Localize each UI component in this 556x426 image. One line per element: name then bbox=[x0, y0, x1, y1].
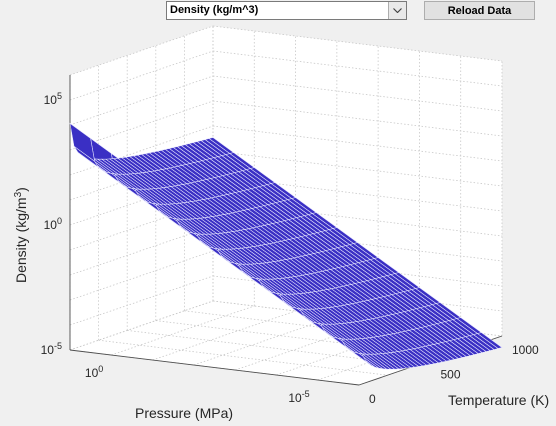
quantity-select[interactable]: Density (kg/m^3) bbox=[166, 1, 407, 20]
side-grid-line bbox=[69, 75, 214, 126]
back-grid-line bbox=[212, 275, 503, 312]
x-tick-label: 10-5 bbox=[288, 389, 309, 405]
back-grid-line bbox=[212, 100, 503, 137]
y-tick-label: 1000 bbox=[512, 343, 539, 357]
surface bbox=[69, 122, 503, 370]
toolbar: Density (kg/m^3) Reload Data bbox=[0, 0, 556, 24]
back-grid-line bbox=[212, 150, 503, 187]
side-grid-line bbox=[69, 200, 214, 251]
floor-grid-line bbox=[98, 339, 388, 376]
side-grid-line bbox=[69, 50, 214, 101]
reload-data-button[interactable]: Reload Data bbox=[424, 1, 535, 20]
side-grid-line bbox=[69, 125, 214, 176]
y-tick-label: 0 bbox=[369, 392, 376, 406]
floor-grid-line bbox=[111, 305, 255, 356]
z-axis-label-sup: 3 bbox=[13, 191, 24, 197]
floor-grid-line bbox=[152, 310, 296, 361]
z-axis-label-main: Density (kg/m bbox=[13, 197, 29, 283]
z-tick-label: 105 bbox=[44, 91, 62, 107]
floor-grid-line bbox=[317, 330, 461, 381]
back-grid-line bbox=[212, 25, 503, 62]
z-axis-label: Density (kg/m3) bbox=[13, 187, 29, 283]
side-grid-line bbox=[69, 25, 214, 76]
back-grid-line bbox=[212, 175, 503, 212]
back-grid-line bbox=[212, 125, 503, 162]
back-grid-line bbox=[212, 225, 503, 262]
quantity-select-value: Density (kg/m^3) bbox=[170, 4, 259, 16]
side-grid-line bbox=[69, 250, 214, 301]
z-tick-label: 10-5 bbox=[41, 341, 62, 357]
side-grid-line bbox=[69, 175, 214, 226]
z-tick-label: 100 bbox=[44, 216, 62, 232]
back-grid-line bbox=[212, 250, 503, 287]
floor-grid-line bbox=[276, 325, 420, 376]
surface-patch bbox=[69, 122, 95, 162]
side-grid-line bbox=[69, 225, 214, 276]
floor-grid-line bbox=[193, 315, 337, 366]
z-axis-label-end: ) bbox=[13, 187, 29, 192]
x-axis-label: Pressure (MPa) bbox=[135, 405, 233, 421]
side-grid-line bbox=[69, 150, 214, 201]
side-grid-line bbox=[69, 275, 214, 326]
chevron-down-icon[interactable] bbox=[388, 2, 406, 19]
y-tick-label: 500 bbox=[441, 368, 461, 382]
tick-labels: 105 100 10-5 100 10-5 0 500 1000 bbox=[41, 91, 539, 406]
y-axis-label: Temperature (K) bbox=[448, 392, 549, 408]
back-grid-line bbox=[212, 50, 503, 87]
x-tick-label: 100 bbox=[85, 364, 103, 380]
back-grid-line bbox=[212, 200, 503, 237]
side-grid-line bbox=[69, 300, 214, 351]
floor-grid-line bbox=[235, 320, 379, 371]
back-grid-line bbox=[212, 75, 503, 112]
axis-line bbox=[69, 349, 360, 386]
